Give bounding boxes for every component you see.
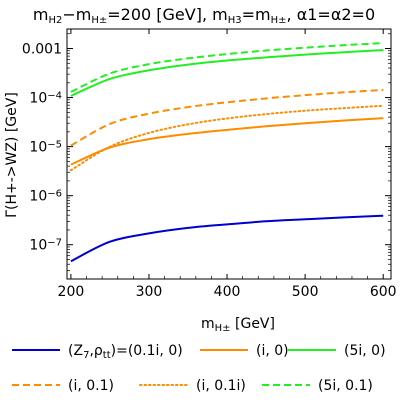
- legend-label-1: (i, 0): [256, 343, 289, 359]
- x-axis-label: mH± [GeV]: [201, 316, 275, 334]
- legend-label-0: (Z7,ρtt)=(0.1i, 0): [68, 343, 183, 361]
- y-ticks: 10−7 10−6 10−5 10−4 0.001: [22, 33, 391, 280]
- x-tick-label: 300: [136, 284, 163, 300]
- y-axis-label: Γ(H+->WZ) [GeV]: [4, 92, 20, 218]
- legend: (Z7,ρtt)=(0.1i, 0) (i, 0) (5i, 0) (i, 0.1) (…: [12, 343, 386, 394]
- legend-label-5: (5i, 0.1): [318, 378, 373, 394]
- x-tick-label: 400: [214, 284, 241, 300]
- y-tick-label: 0.001: [22, 42, 62, 58]
- legend-label-2: (5i, 0): [344, 343, 386, 359]
- x-tick-label: 600: [370, 284, 397, 300]
- x-tick-label: 200: [58, 284, 85, 300]
- series-line-1: [70, 117, 384, 166]
- legend-label-4: (i, 0.1i): [196, 378, 246, 394]
- series-line-2: [70, 49, 384, 97]
- series-line-4: [69, 104, 385, 172]
- series-line-5: [70, 42, 384, 93]
- y-tick-label: 10−5: [29, 139, 62, 156]
- chart-title: mH2−mH±=200 [GeV], mH3=mH±, α1=α2=0: [33, 5, 375, 26]
- series-lines: [69, 42, 385, 263]
- series-line-0: [70, 214, 384, 263]
- y-tick-label: 10−7: [29, 237, 62, 254]
- y-tick-label: 10−4: [29, 90, 62, 107]
- series-line-3: [70, 88, 384, 147]
- x-tick-label: 500: [292, 284, 319, 300]
- legend-label-3: (i, 0.1): [68, 378, 114, 394]
- plot-frame: [66, 28, 392, 280]
- x-ticks: 200 300 400 500 600: [58, 29, 397, 300]
- y-tick-label: 10−6: [29, 188, 62, 205]
